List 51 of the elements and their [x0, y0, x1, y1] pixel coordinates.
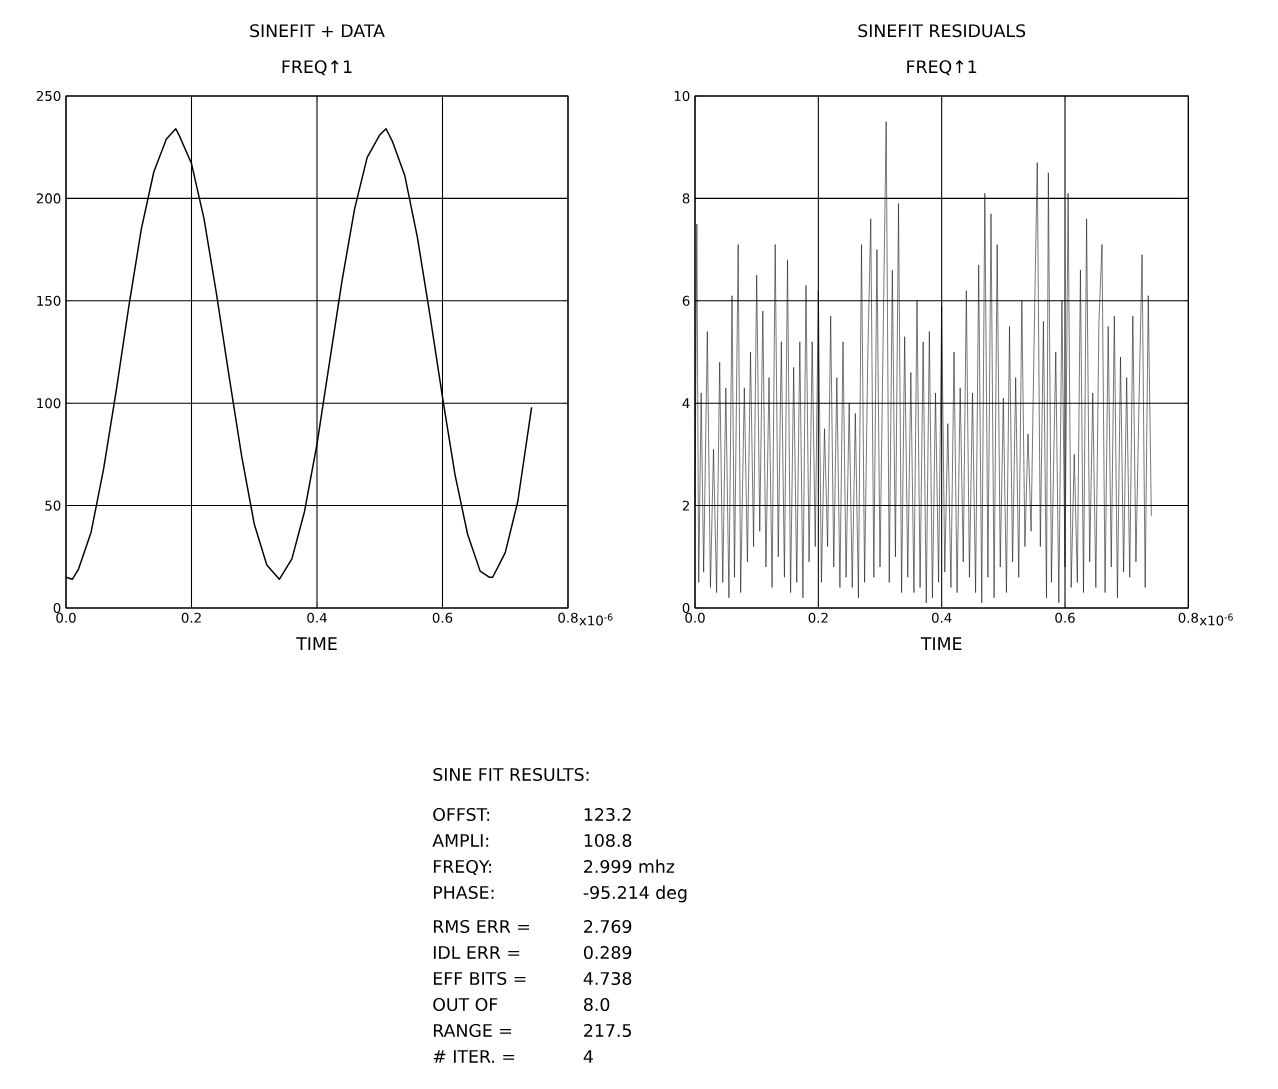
x-tick-label: 0.8 — [558, 612, 578, 623]
x-axis-title: TIME — [920, 637, 962, 650]
text: RANGE = — [433, 1023, 512, 1038]
text: x10$^{-6}$ — [579, 613, 613, 626]
text: EFF BITS = — [433, 971, 526, 986]
y-tick-label: 8 — [682, 193, 690, 204]
y-tick-label: 6 — [682, 295, 690, 306]
x-axis-title: TIME — [296, 637, 337, 650]
text: 2.999 mhz — [584, 859, 675, 874]
y-tick-label: 50 — [45, 500, 61, 511]
text: IDL ERR = — [433, 946, 520, 959]
text: AMPLI: — [432, 834, 489, 847]
x-tick-label: 0.4 — [931, 612, 952, 623]
text: 2.769 — [584, 919, 632, 934]
text: -95.214 deg — [583, 885, 687, 903]
y-tick-label: 2 — [682, 500, 689, 511]
text: 217.5 — [584, 1023, 631, 1038]
chart-subtitle: FREQ↑1 — [282, 60, 352, 76]
y-tick-label: 10 — [674, 90, 690, 102]
text: PHASE: — [433, 885, 494, 900]
y-tick-label: 250 — [36, 90, 61, 102]
text: OFFST: — [433, 807, 490, 822]
y-tick-label: 100 — [37, 398, 61, 409]
text: FREQY: — [433, 859, 492, 876]
x-tick-label: 0.4 — [307, 612, 327, 623]
text: OUT OF — [433, 997, 498, 1012]
x-tick-label: 0.6 — [432, 612, 453, 623]
y-tick-label: 200 — [36, 193, 61, 204]
y-tick-label: 0 — [53, 602, 61, 614]
text: 0.289 — [584, 945, 632, 960]
y-tick-label: 150 — [37, 295, 61, 306]
x-tick-label: 0.6 — [1055, 612, 1075, 623]
chart-subtitle: FREQ↑1 — [907, 60, 977, 76]
y-tick-label: 0 — [682, 602, 690, 614]
text: 108.8 — [584, 833, 632, 848]
y-tick-label: 4 — [682, 398, 690, 409]
text: 4 — [583, 1050, 593, 1063]
x-tick-label: 0.0 — [56, 612, 76, 623]
x-tick-label: 0.2 — [181, 612, 201, 623]
chart-title: SINEFIT RESIDUALS — [858, 24, 1026, 38]
x-tick-label: 0.8 — [1178, 612, 1199, 623]
text: SINE FIT RESULTS: — [433, 767, 589, 782]
x-tick-label: 0.2 — [808, 612, 828, 623]
text: 8.0 — [584, 997, 610, 1012]
text: # ITER. = — [433, 1050, 515, 1063]
text: x10$^{-6}$ — [1199, 613, 1233, 626]
text: 4.738 — [583, 971, 632, 986]
text: RMS ERR = — [433, 919, 530, 934]
text: 123.2 — [584, 807, 631, 822]
x-tick-label: 0.0 — [685, 612, 705, 623]
chart-title: SINEFIT + DATA — [250, 24, 385, 38]
